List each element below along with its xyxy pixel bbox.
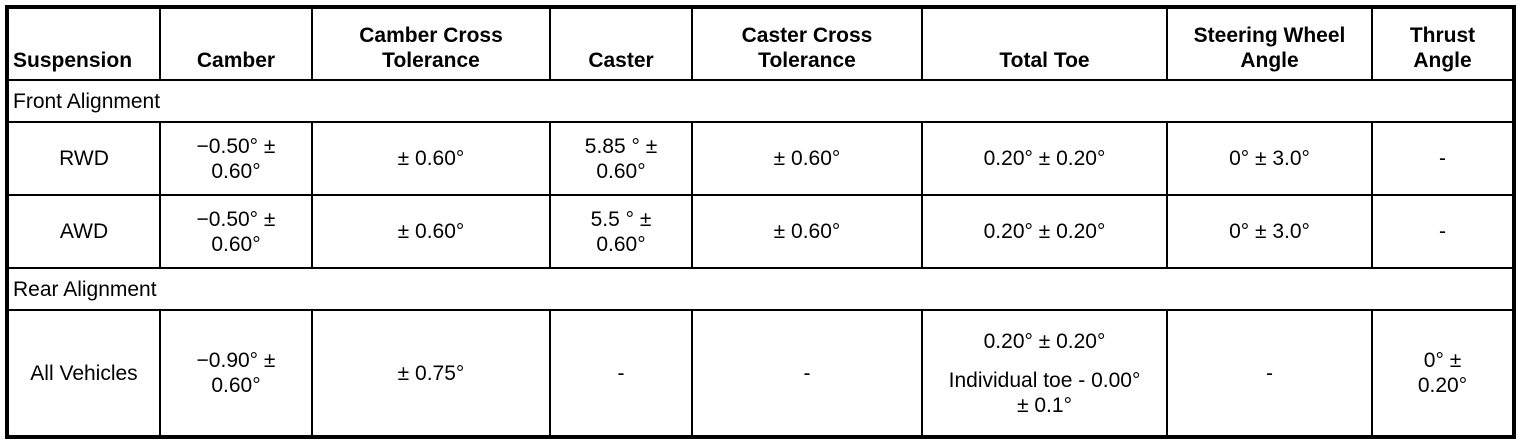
cell-thrust-angle: 0° ±0.20° bbox=[1371, 309, 1515, 438]
column-header-camber-cross-tolerance: Camber Cross Tolerance bbox=[311, 6, 551, 81]
cell-text: ± 0.75° bbox=[397, 361, 465, 385]
wheel-alignment-spec-table: Suspension Camber Camber Cross Tolerance Cas… bbox=[5, 5, 1516, 439]
cell-text: Caster bbox=[588, 49, 654, 72]
cell-camber: −0.50° ±0.60° bbox=[159, 121, 313, 196]
cell-text: Angle bbox=[1240, 49, 1299, 72]
cell-text: ± 0.60° bbox=[773, 220, 841, 243]
section-title: Rear Alignment bbox=[6, 267, 1515, 311]
cell-caster: 5.5 ° ±0.60° bbox=[549, 194, 693, 269]
column-header-total-toe: Total Toe bbox=[921, 6, 1168, 81]
cell-caster-cross-tolerance: ± 0.60° bbox=[691, 121, 923, 196]
cell-text: Caster Cross bbox=[741, 24, 873, 47]
cell-text: Tolerance bbox=[758, 49, 856, 72]
cell-text: ± 0.60° bbox=[397, 147, 465, 170]
cell-text: - bbox=[803, 361, 811, 385]
cell-text: ± 0.1° bbox=[1017, 393, 1072, 417]
cell-text: 0.60° bbox=[596, 159, 646, 183]
cell-camber: −0.50° ±0.60° bbox=[159, 194, 313, 269]
cell-camber-cross-tolerance: ± 0.60° bbox=[311, 121, 551, 196]
cell-text: 0.60° bbox=[211, 159, 261, 183]
column-header-suspension: Suspension bbox=[6, 6, 161, 81]
cell-text: 0.20° ± 0.20° bbox=[983, 147, 1106, 170]
cell-text: Camber bbox=[196, 49, 276, 72]
cell-steering-wheel-angle: 0° ± 3.0° bbox=[1166, 194, 1373, 269]
cell-thrust-angle: - bbox=[1371, 194, 1515, 269]
cell-caster: - bbox=[549, 309, 693, 438]
cell-text: - bbox=[1266, 361, 1273, 385]
cell-text: Tolerance bbox=[382, 49, 480, 72]
cell-camber-cross-tolerance: ± 0.60° bbox=[311, 194, 551, 269]
cell-text: Angle bbox=[1413, 49, 1472, 72]
cell-text: 0.60° bbox=[211, 374, 261, 397]
cell-total-toe: 0.20° ± 0.20° bbox=[921, 121, 1168, 196]
column-header-thrust-angle: Thrust Angle bbox=[1371, 6, 1515, 81]
cell-text: 0° ± bbox=[1423, 349, 1462, 372]
cell-caster: 5.85 ° ±0.60° bbox=[549, 121, 693, 196]
cell-caster-cross-tolerance: - bbox=[691, 309, 923, 438]
table-row: All Vehicles −0.90° ±0.60° ± 0.75° - - 0.20° … bbox=[6, 309, 1515, 438]
cell-total-toe: 0.20° ± 0.20° Individual toe - 0.00° ± 0.1… bbox=[921, 309, 1168, 438]
cell-text: 5.5 ° ± bbox=[590, 207, 652, 231]
section-title: Front Alignment bbox=[6, 79, 1515, 123]
cell-suspension: RWD bbox=[6, 121, 161, 196]
cell-text: RWD bbox=[59, 147, 109, 170]
cell-text: 0.20° bbox=[1417, 374, 1468, 397]
cell-text: 5.85 ° ± bbox=[584, 134, 658, 158]
cell-text: 0.60° bbox=[211, 232, 261, 256]
cell-steering-wheel-angle: 0° ± 3.0° bbox=[1166, 121, 1373, 196]
cell-camber-cross-tolerance: ± 0.75° bbox=[311, 309, 551, 438]
cell-steering-wheel-angle: - bbox=[1166, 309, 1373, 438]
cell-suspension: AWD bbox=[6, 194, 161, 269]
cell-text: - bbox=[1439, 220, 1446, 243]
section-row: Front Alignment bbox=[6, 79, 1515, 123]
cell-text: 0.20° ± 0.20° bbox=[983, 329, 1106, 353]
spacer bbox=[929, 354, 1160, 368]
cell-caster-cross-tolerance: ± 0.60° bbox=[691, 194, 923, 269]
cell-text: 0° ± 3.0° bbox=[1229, 147, 1310, 170]
cell-text: Thrust bbox=[1409, 24, 1476, 47]
table-row: RWD −0.50° ±0.60° ± 0.60° 5.85 ° ±0.60° ± 0.… bbox=[6, 121, 1515, 196]
cell-text: ± 0.60° bbox=[397, 220, 465, 243]
column-header-steering-wheel-angle: Steering Wheel Angle bbox=[1166, 6, 1373, 81]
section-row: Rear Alignment bbox=[6, 267, 1515, 311]
cell-camber: −0.90° ±0.60° bbox=[159, 309, 313, 438]
cell-text: Individual toe - 0.00° bbox=[948, 368, 1141, 392]
cell-text: −0.50° ± bbox=[196, 207, 276, 231]
cell-text: Suspension bbox=[13, 49, 133, 72]
cell-text: −0.90° ± bbox=[196, 349, 276, 372]
cell-text: Steering Wheel bbox=[1193, 24, 1346, 47]
cell-text: −0.50° ± bbox=[196, 134, 276, 158]
cell-text: Camber Cross bbox=[359, 24, 503, 47]
cell-text: 0° ± 3.0° bbox=[1229, 220, 1310, 243]
cell-text: 0.60° bbox=[596, 232, 646, 256]
cell-suspension: All Vehicles bbox=[6, 309, 161, 438]
column-header-camber: Camber bbox=[159, 6, 313, 81]
cell-text: 0.20° ± 0.20° bbox=[983, 220, 1106, 243]
cell-text: All Vehicles bbox=[30, 361, 138, 385]
cell-text: - bbox=[617, 361, 625, 385]
cell-thrust-angle: - bbox=[1371, 121, 1515, 196]
cell-text: - bbox=[1439, 147, 1446, 170]
header-row: Suspension Camber Camber Cross Tolerance Cas… bbox=[6, 6, 1515, 81]
table-row: AWD −0.50° ±0.60° ± 0.60° 5.5 ° ±0.60° ± 0.6… bbox=[6, 194, 1515, 269]
cell-total-toe: 0.20° ± 0.20° bbox=[921, 194, 1168, 269]
cell-text: ± 0.60° bbox=[773, 147, 841, 170]
cell-text: AWD bbox=[59, 220, 109, 243]
column-header-caster-cross-tolerance: Caster Cross Tolerance bbox=[691, 6, 923, 81]
cell-text: Total Toe bbox=[999, 49, 1090, 72]
column-header-caster: Caster bbox=[549, 6, 693, 81]
